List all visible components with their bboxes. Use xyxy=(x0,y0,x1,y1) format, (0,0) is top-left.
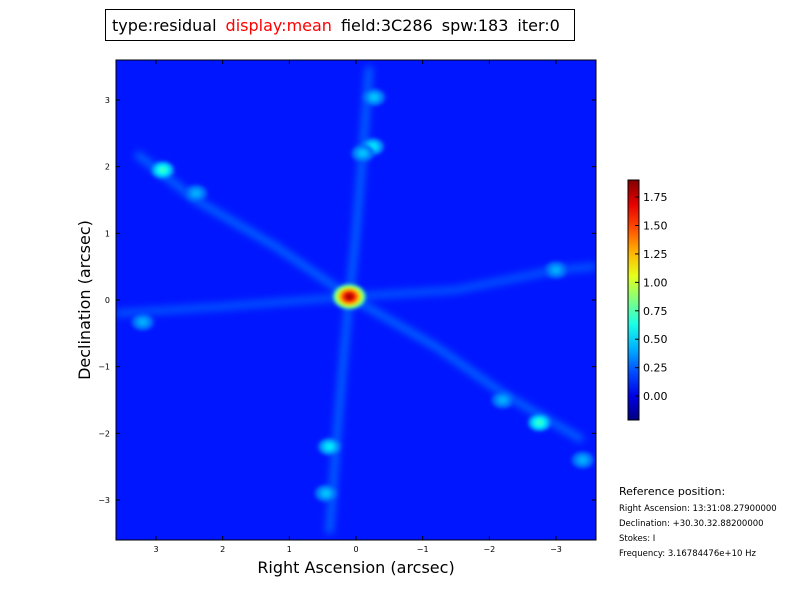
heatmap-peak xyxy=(363,89,385,106)
heatmap-peak xyxy=(151,162,174,178)
heatmap-peak xyxy=(491,392,514,408)
heatmap-peak-level xyxy=(553,268,559,272)
plot-title-box: type:residual display:mean field:3C286 s… xyxy=(105,9,575,41)
colorbar-tick-label: 1.00 xyxy=(643,276,668,289)
x-tick-label: 0 xyxy=(353,545,358,554)
title-spw: spw:183 xyxy=(441,15,509,35)
heatmap-peak-level xyxy=(500,398,505,402)
colorbar-tick-label: 0.75 xyxy=(643,305,668,318)
reference-heading: Reference position: xyxy=(619,485,726,498)
heatmap-peak-level xyxy=(327,445,332,449)
x-tick-label: −2 xyxy=(483,545,495,554)
title-display: display:mean xyxy=(225,15,332,35)
heatmap-peak-level xyxy=(537,421,542,425)
y-tick-label: −1 xyxy=(98,363,110,372)
heatmap-peak-level xyxy=(160,168,165,172)
reference-ra: Right Ascension: 13:31:08.27900000 xyxy=(619,504,777,514)
reference-frequency: Frequency: 3.16784476e+10 Hz xyxy=(619,549,756,559)
heatmap-peak-level xyxy=(371,95,377,99)
heatmap-peak-level xyxy=(346,294,353,300)
y-tick-label: −3 xyxy=(98,496,110,505)
heatmap-peak xyxy=(333,284,366,309)
heatmap-peak-level xyxy=(323,491,329,495)
heatmap-peak xyxy=(351,145,374,162)
colorbar-tick-label: 1.75 xyxy=(643,191,668,204)
colorbar-tick-label: 0.50 xyxy=(643,333,668,346)
heatmap-peak-level xyxy=(140,320,145,324)
heatmap-peak xyxy=(185,185,207,202)
y-tick-label: 1 xyxy=(105,229,110,238)
x-tick-label: −1 xyxy=(417,545,429,554)
heatmap-peak-level xyxy=(580,458,585,462)
reference-dec: Declination: +30.30.32.88200000 xyxy=(619,519,764,529)
title-iter: iter:0 xyxy=(517,15,560,35)
heatmap-peak xyxy=(131,314,154,330)
y-tick-label: −2 xyxy=(98,429,110,438)
heatmap-peak xyxy=(315,485,337,502)
y-tick-label: 3 xyxy=(105,96,110,105)
heatmap-peak-level xyxy=(193,191,199,195)
title-type: type:residual xyxy=(112,15,217,35)
heatmap-peak-level xyxy=(360,151,365,155)
title-field: field:3C286 xyxy=(340,15,433,35)
reference-stokes: Stokes: I xyxy=(619,534,656,544)
y-tick-label: 2 xyxy=(105,163,110,172)
reference-position-panel: Reference position: Right Ascension: 13:… xyxy=(619,485,777,564)
colorbar-tick-label: 1.50 xyxy=(643,219,668,232)
heatmap-peak-level xyxy=(370,145,375,149)
colorbar-tick-label: 1.25 xyxy=(643,248,668,261)
y-axis-label: Declination (arcsec) xyxy=(75,220,94,380)
y-tick-label: 0 xyxy=(105,296,110,305)
x-tick-label: 3 xyxy=(153,545,158,554)
colorbar-tick-label: 0.25 xyxy=(643,362,668,375)
colorbar xyxy=(627,179,640,421)
x-tick-label: −3 xyxy=(550,545,562,554)
heatmap-peak xyxy=(571,452,594,468)
x-axis-label: Right Ascension (arcsec) xyxy=(257,558,454,577)
x-tick-label: 2 xyxy=(220,545,225,554)
colorbar-tick-label: 0.00 xyxy=(643,390,668,403)
x-tick-label: 1 xyxy=(287,545,292,554)
heatmap-peak xyxy=(545,262,567,278)
heatmap-peak xyxy=(318,438,341,455)
heatmap-peak xyxy=(528,414,551,431)
heatmap-image xyxy=(116,60,596,540)
